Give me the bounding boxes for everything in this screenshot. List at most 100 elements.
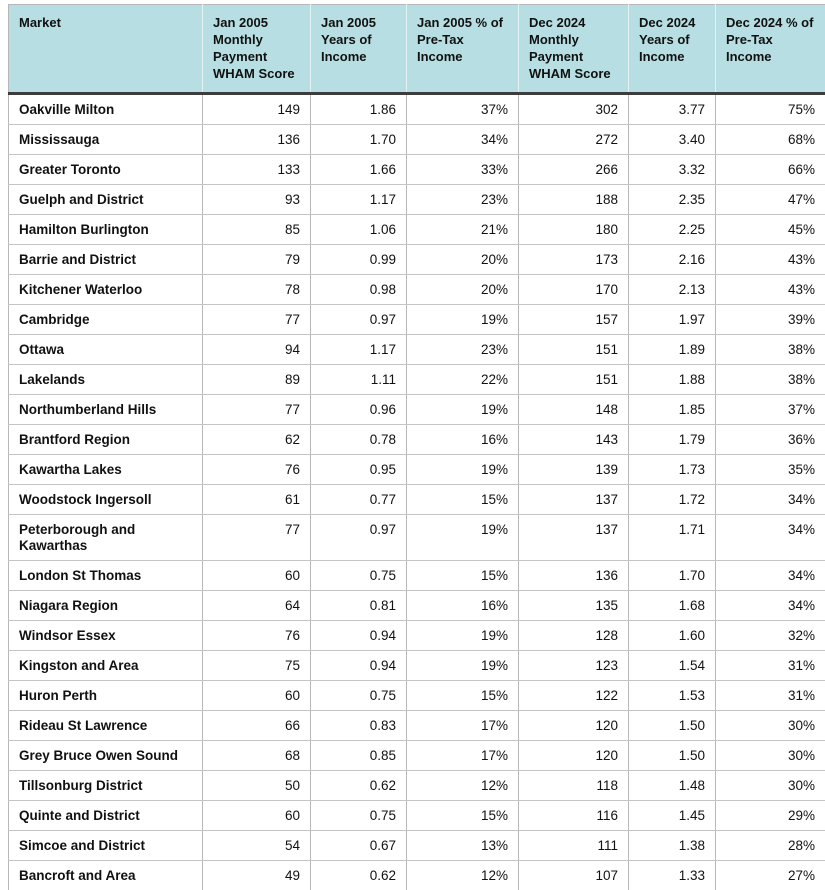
table-row: Woodstock Ingersoll 61 0.77 15% 137 1.72 34% [8, 484, 825, 515]
table-row: Grey Bruce Owen Sound 68 0.85 17% 120 1.50 30% [8, 740, 825, 771]
table-row: Simcoe and District 54 0.67 13% 111 1.38 28% [8, 830, 825, 861]
value-cell: 139 [518, 454, 629, 485]
value-cell: 136 [518, 560, 629, 591]
value-cell: 77 [202, 304, 311, 335]
value-cell: 17% [406, 710, 519, 741]
value-cell: 64 [202, 590, 311, 621]
table-header: Market Jan 2005 Monthly Payment WHAM Sco… [8, 4, 825, 95]
value-cell: 13% [406, 830, 519, 861]
value-cell: 12% [406, 770, 519, 801]
value-cell: 34% [406, 124, 519, 155]
market-cell: Woodstock Ingersoll [8, 484, 203, 515]
value-cell: 133 [202, 154, 311, 185]
value-cell: 15% [406, 680, 519, 711]
value-cell: 19% [406, 650, 519, 681]
value-cell: 68 [202, 740, 311, 771]
value-cell: 19% [406, 514, 519, 561]
value-cell: 37% [406, 93, 519, 125]
value-cell: 15% [406, 800, 519, 831]
value-cell: 34% [715, 514, 825, 561]
market-cell: Greater Toronto [8, 154, 203, 185]
value-cell: 37% [715, 394, 825, 425]
value-cell: 151 [518, 334, 629, 365]
value-cell: 3.40 [628, 124, 716, 155]
column-header-jan-2005-wham: Jan 2005 Monthly Payment WHAM Score [202, 4, 311, 95]
market-cell: Kingston and Area [8, 650, 203, 681]
value-cell: 54 [202, 830, 311, 861]
market-cell: Kawartha Lakes [8, 454, 203, 485]
market-cell: Kitchener Waterloo [8, 274, 203, 305]
column-header-dec-2024-pretax: Dec 2024 % of Pre-Tax Income [715, 4, 825, 95]
value-cell: 0.75 [310, 560, 407, 591]
market-cell: Oakville Milton [8, 93, 203, 125]
value-cell: 15% [406, 560, 519, 591]
value-cell: 32% [715, 620, 825, 651]
market-cell: Windsor Essex [8, 620, 203, 651]
table-row: Niagara Region 64 0.81 16% 135 1.68 34% [8, 590, 825, 621]
column-header-jan-2005-pretax: Jan 2005 % of Pre-Tax Income [406, 4, 519, 95]
value-cell: 0.78 [310, 424, 407, 455]
market-cell: Ottawa [8, 334, 203, 365]
table-row: Peterborough and Kawarthas 77 0.97 19% 137 1.… [8, 514, 825, 561]
value-cell: 1.73 [628, 454, 716, 485]
value-cell: 23% [406, 184, 519, 215]
table-row: Brantford Region 62 0.78 16% 143 1.79 36% [8, 424, 825, 455]
value-cell: 111 [518, 830, 629, 861]
value-cell: 173 [518, 244, 629, 275]
value-cell: 1.38 [628, 830, 716, 861]
value-cell: 0.94 [310, 620, 407, 651]
value-cell: 136 [202, 124, 311, 155]
value-cell: 38% [715, 364, 825, 395]
value-cell: 1.66 [310, 154, 407, 185]
value-cell: 28% [715, 830, 825, 861]
value-cell: 116 [518, 800, 629, 831]
value-cell: 62 [202, 424, 311, 455]
value-cell: 135 [518, 590, 629, 621]
value-cell: 1.17 [310, 184, 407, 215]
header-row: Market Jan 2005 Monthly Payment WHAM Sco… [8, 4, 825, 95]
market-cell: Simcoe and District [8, 830, 203, 861]
value-cell: 1.68 [628, 590, 716, 621]
value-cell: 266 [518, 154, 629, 185]
value-cell: 1.60 [628, 620, 716, 651]
value-cell: 272 [518, 124, 629, 155]
table-row: Kitchener Waterloo 78 0.98 20% 170 2.13 43% [8, 274, 825, 305]
value-cell: 0.62 [310, 860, 407, 890]
table-row: Huron Perth 60 0.75 15% 122 1.53 31% [8, 680, 825, 711]
value-cell: 27% [715, 860, 825, 890]
table-row: Guelph and District 93 1.17 23% 188 2.35 47% [8, 184, 825, 215]
value-cell: 19% [406, 304, 519, 335]
market-cell: Tillsonburg District [8, 770, 203, 801]
value-cell: 33% [406, 154, 519, 185]
table-row: Windsor Essex 76 0.94 19% 128 1.60 32% [8, 620, 825, 651]
table-row: Barrie and District 79 0.99 20% 173 2.16 43% [8, 244, 825, 275]
value-cell: 1.33 [628, 860, 716, 890]
market-cell: Niagara Region [8, 590, 203, 621]
value-cell: 16% [406, 590, 519, 621]
value-cell: 0.83 [310, 710, 407, 741]
market-cell: Peterborough and Kawarthas [8, 514, 203, 561]
column-header-jan-2005-years: Jan 2005 Years of Income [310, 4, 407, 95]
value-cell: 2.35 [628, 184, 716, 215]
value-cell: 31% [715, 680, 825, 711]
value-cell: 19% [406, 620, 519, 651]
table-row: Ottawa 94 1.17 23% 151 1.89 38% [8, 334, 825, 365]
table-row: Lakelands 89 1.11 22% 151 1.88 38% [8, 364, 825, 395]
value-cell: 17% [406, 740, 519, 771]
value-cell: 0.99 [310, 244, 407, 275]
value-cell: 302 [518, 93, 629, 125]
value-cell: 12% [406, 860, 519, 890]
value-cell: 34% [715, 560, 825, 591]
market-cell: Huron Perth [8, 680, 203, 711]
value-cell: 123 [518, 650, 629, 681]
value-cell: 1.53 [628, 680, 716, 711]
market-cell: Guelph and District [8, 184, 203, 215]
value-cell: 120 [518, 710, 629, 741]
value-cell: 60 [202, 800, 311, 831]
value-cell: 0.97 [310, 514, 407, 561]
value-cell: 122 [518, 680, 629, 711]
value-cell: 75 [202, 650, 311, 681]
value-cell: 0.75 [310, 680, 407, 711]
value-cell: 39% [715, 304, 825, 335]
table-body: Oakville Milton 149 1.86 37% 302 3.77 75% Missi… [8, 93, 825, 890]
